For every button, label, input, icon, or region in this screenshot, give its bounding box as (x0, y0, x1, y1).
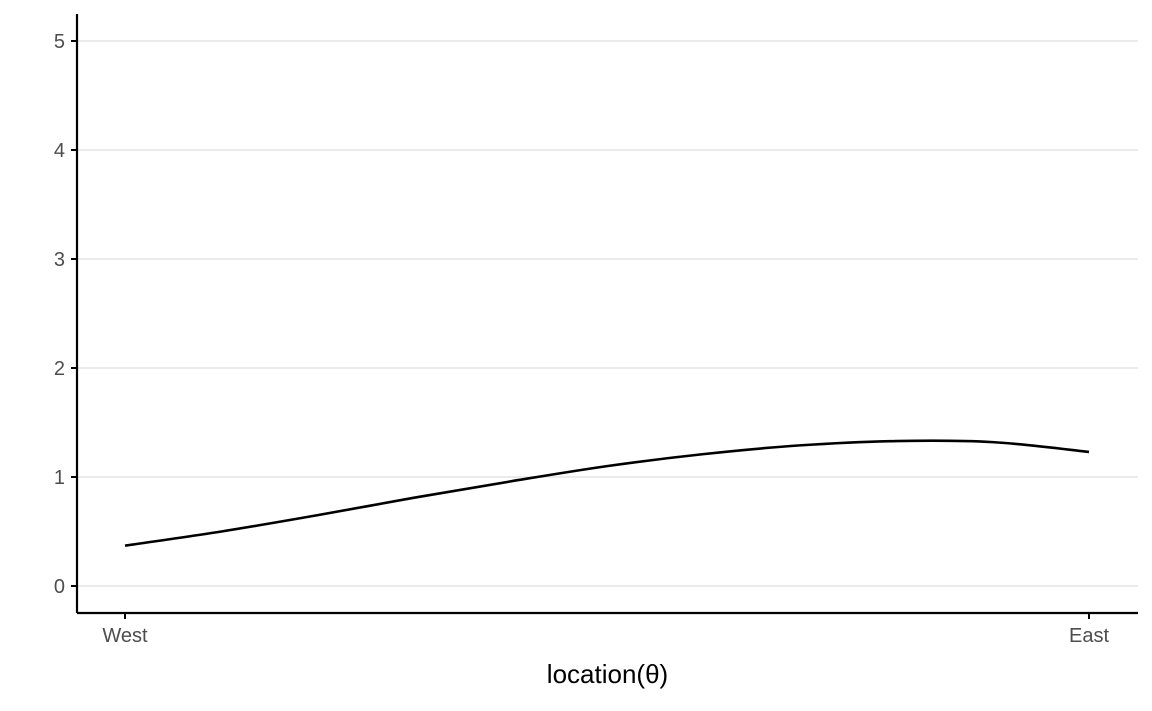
y-axis-ticks: 0 1 2 3 4 5 (54, 31, 77, 598)
y-tick-label: 1 (54, 467, 65, 489)
y-tick-label: 0 (54, 576, 65, 598)
y-tick-label: 3 (54, 249, 65, 271)
y-tick-label: 4 (54, 140, 65, 162)
y-tick-label: 2 (54, 358, 65, 380)
y-tick-label: 5 (54, 31, 65, 53)
x-tick-label: West (102, 625, 148, 647)
series-layer (124, 439, 1090, 547)
x-tick-label: East (1069, 625, 1109, 647)
series-line-0 (124, 439, 1090, 547)
x-axis-title: location(θ) (547, 659, 668, 689)
gridlines (77, 40, 1138, 587)
x-axis-ticks: West East (102, 613, 1109, 647)
